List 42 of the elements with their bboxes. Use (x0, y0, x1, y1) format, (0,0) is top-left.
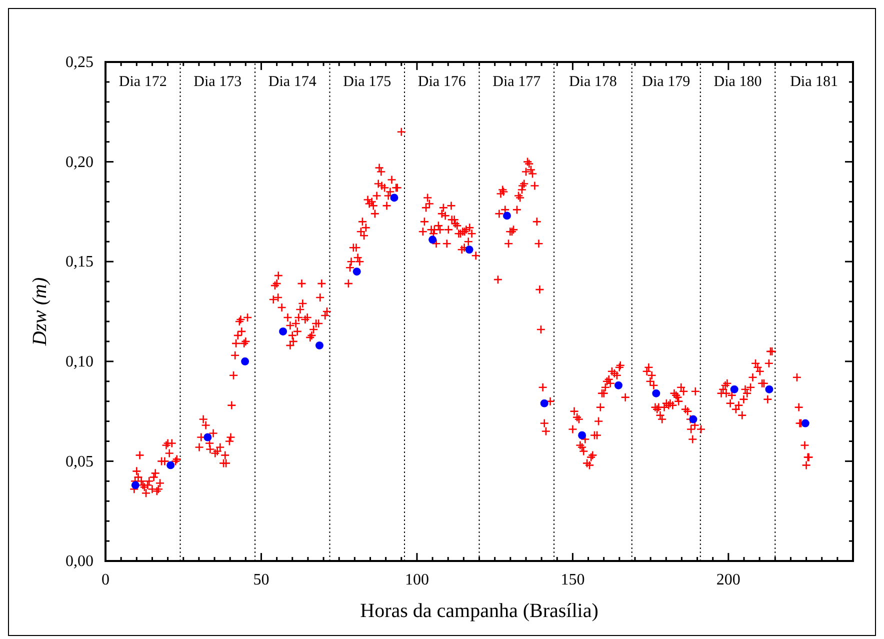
y-tick-label: 0,20 (66, 154, 94, 171)
point (765, 385, 774, 394)
annotation: Dia 178 (568, 74, 617, 90)
point (578, 431, 586, 440)
y-tick-label: 0,05 (66, 453, 94, 470)
point (465, 246, 474, 254)
x-tick-label: 50 (253, 571, 270, 588)
point (428, 236, 437, 244)
point (390, 194, 398, 202)
y-tick-label: 0,10 (66, 354, 94, 371)
annotation: Dia 177 (492, 74, 542, 90)
point (241, 357, 250, 366)
point (315, 341, 324, 350)
point (166, 461, 175, 470)
annotation: Dia 175 (343, 74, 392, 90)
x-tick-label: 100 (404, 571, 429, 588)
x-tick-label: 150 (560, 571, 585, 588)
y-tick-label: 0,15 (66, 254, 94, 271)
point (540, 399, 548, 408)
point (352, 268, 361, 276)
annotation: Dia 173 (194, 74, 242, 90)
x-tick-label: 200 (716, 571, 740, 588)
annotation: Dia 174 (268, 74, 317, 90)
point (730, 385, 738, 394)
point (502, 212, 511, 220)
annotation: Dia 180 (714, 74, 762, 90)
y-axis-title: Dzw (m) (29, 277, 51, 347)
point (689, 415, 698, 424)
point (204, 433, 212, 442)
point (614, 381, 622, 390)
point (279, 327, 288, 336)
annotation: Dia 179 (642, 74, 690, 90)
x-tick-label: 0 (102, 571, 110, 588)
annotation: Dia 172 (118, 74, 167, 90)
point (652, 389, 660, 398)
annotation: Dia 176 (418, 74, 466, 90)
point (131, 481, 140, 490)
point (801, 419, 810, 428)
annotation: Dia 181 (790, 74, 838, 90)
y-tick-label: 0,25 (66, 54, 94, 72)
y-tick-label: 0,00 (66, 553, 94, 570)
x-axis-title: Horas da campanha (Brasília) (360, 600, 598, 622)
